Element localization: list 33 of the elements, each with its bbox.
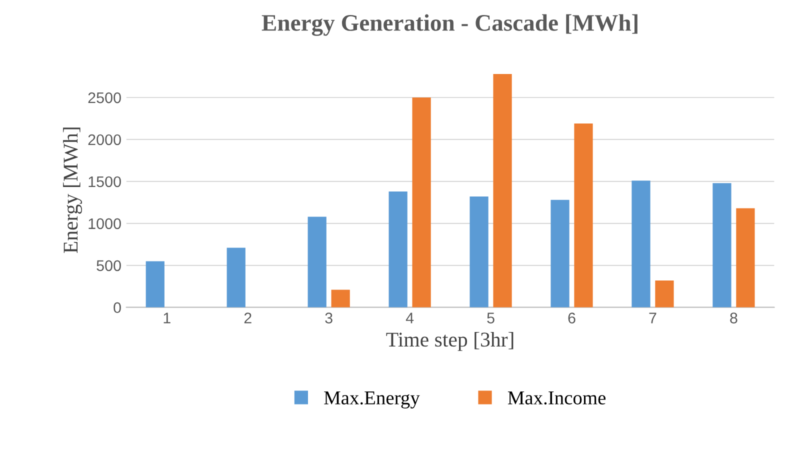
y-tick-label: 500	[96, 260, 121, 272]
bar	[308, 216, 326, 308]
bar	[470, 196, 488, 308]
bar	[226, 248, 246, 308]
x-tick-label: 7	[649, 312, 656, 324]
bar	[736, 208, 755, 308]
x-tick-label: 3	[325, 312, 332, 324]
bar	[632, 180, 650, 308]
bar	[388, 192, 408, 308]
x-tick-label: 4	[406, 312, 414, 324]
y-tick-label: 0	[114, 302, 121, 314]
x-tick-label: 5	[487, 312, 494, 324]
bar	[331, 290, 350, 308]
y-axis-title: Energy [MWh]	[63, 128, 82, 253]
bar	[712, 183, 732, 308]
y-tick-label: 1000	[88, 218, 121, 230]
y-tick-label: 1500	[88, 176, 121, 188]
bar	[412, 98, 431, 308]
chart-title: Energy Generation - Cascade [MWh]	[262, 14, 638, 36]
bar	[655, 280, 674, 308]
bar	[493, 74, 512, 308]
y-tick-label: 2500	[88, 92, 121, 104]
x-axis-title: Time step [3hr]	[386, 332, 514, 351]
legend-label: Max.Income	[508, 392, 606, 405]
x-tick-label: 8	[730, 312, 738, 324]
x-tick-label: 6	[568, 312, 576, 324]
x-tick-label: 2	[244, 312, 252, 324]
bar	[550, 200, 570, 308]
legend-label: Max.Energy	[324, 392, 420, 408]
x-tick-label: 1	[164, 312, 170, 324]
y-tick-label: 2000	[88, 134, 121, 146]
bar	[574, 124, 593, 308]
bar	[146, 261, 164, 308]
